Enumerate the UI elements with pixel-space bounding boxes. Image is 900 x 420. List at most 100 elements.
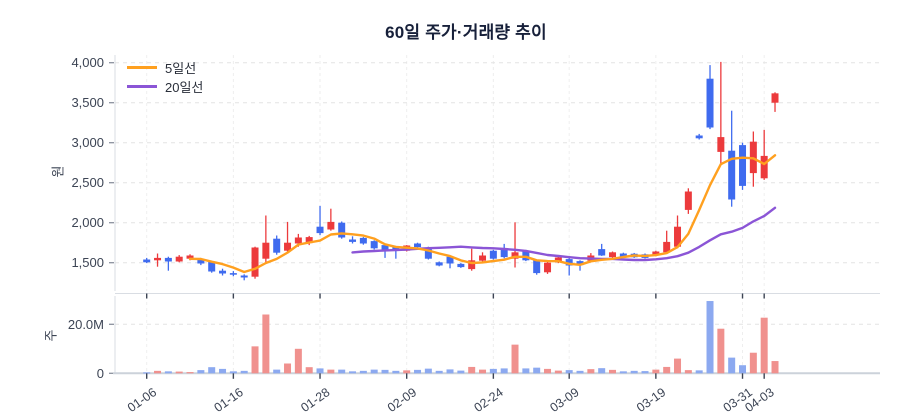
volume-bar[interactable] — [164, 371, 172, 374]
volume-bar[interactable] — [219, 368, 227, 374]
candle-body[interactable] — [424, 247, 432, 259]
volume-bar[interactable] — [522, 368, 530, 374]
candle-body[interactable] — [652, 251, 660, 256]
candle-body[interactable] — [489, 250, 497, 259]
candle-body[interactable] — [392, 246, 400, 251]
volume-bar[interactable] — [381, 369, 389, 374]
volume-bar[interactable] — [251, 346, 259, 374]
candle-body[interactable] — [739, 145, 747, 186]
volume-bar[interactable] — [489, 368, 497, 374]
volume-bar[interactable] — [403, 370, 411, 374]
volume-bar[interactable] — [565, 370, 573, 374]
candle-body[interactable] — [760, 155, 768, 179]
volume-bar[interactable] — [663, 366, 671, 374]
volume-bar[interactable] — [186, 372, 194, 374]
volume-bar[interactable] — [435, 370, 443, 374]
volume-bar[interactable] — [294, 348, 302, 374]
candle-body[interactable] — [262, 242, 270, 259]
volume-bar[interactable] — [468, 366, 476, 374]
volume-bar[interactable] — [619, 371, 627, 374]
volume-bar[interactable] — [208, 367, 216, 374]
volume-bar[interactable] — [305, 367, 313, 374]
candle-body[interactable] — [370, 241, 378, 249]
candle-body[interactable] — [327, 221, 335, 230]
volume-bar[interactable] — [533, 367, 541, 374]
volume-bar[interactable] — [197, 370, 205, 374]
volume-bar[interactable] — [771, 361, 779, 374]
candle-body[interactable] — [175, 256, 183, 262]
candle-body[interactable] — [728, 150, 736, 200]
candle-body[interactable] — [500, 249, 508, 258]
candle-body[interactable] — [294, 237, 302, 244]
volume-bar[interactable] — [446, 369, 454, 374]
candle-body[interactable] — [544, 262, 552, 273]
candle-body[interactable] — [522, 250, 530, 261]
candle-body[interactable] — [511, 252, 519, 259]
candle-body[interactable] — [381, 245, 389, 251]
candle-body[interactable] — [273, 238, 281, 253]
candle-body[interactable] — [771, 93, 779, 103]
volume-bar[interactable] — [641, 371, 649, 374]
candle-body[interactable] — [208, 261, 216, 272]
candle-body[interactable] — [186, 255, 194, 259]
volume-bar[interactable] — [273, 369, 281, 374]
volume-bar[interactable] — [327, 369, 335, 374]
volume-bar[interactable] — [262, 314, 270, 374]
volume-bar[interactable] — [240, 370, 248, 374]
volume-bar[interactable] — [175, 371, 183, 374]
volume-bar[interactable] — [739, 365, 747, 374]
volume-bar[interactable] — [359, 370, 367, 374]
candle-body[interactable] — [695, 135, 703, 139]
candle-body[interactable] — [468, 260, 476, 270]
volume-bar[interactable] — [338, 369, 346, 374]
candle-body[interactable] — [284, 242, 292, 251]
candle-body[interactable] — [533, 260, 541, 274]
volume-bar[interactable] — [457, 370, 465, 374]
candle-body[interactable] — [240, 275, 248, 278]
candle-body[interactable] — [251, 247, 259, 277]
candle-body[interactable] — [619, 253, 627, 257]
volume-bar[interactable] — [684, 370, 692, 374]
candle-body[interactable] — [446, 256, 454, 264]
volume-bar[interactable] — [706, 301, 714, 374]
candle-body[interactable] — [663, 241, 671, 253]
candle-body[interactable] — [359, 237, 367, 244]
candle-body[interactable] — [143, 259, 151, 263]
candle-body[interactable] — [609, 252, 617, 258]
volume-bar[interactable] — [630, 370, 638, 374]
volume-bar[interactable] — [609, 369, 617, 374]
candle-body[interactable] — [219, 270, 227, 274]
volume-bar[interactable] — [652, 369, 660, 374]
volume-bar[interactable] — [576, 370, 584, 374]
volume-bar[interactable] — [370, 369, 378, 374]
candle-body[interactable] — [164, 257, 172, 262]
volume-bar[interactable] — [500, 368, 508, 374]
candle-body[interactable] — [316, 226, 324, 234]
volume-bar[interactable] — [598, 368, 606, 374]
volume-bar[interactable] — [479, 369, 487, 374]
volume-bar[interactable] — [728, 357, 736, 374]
volume-bar[interactable] — [587, 369, 595, 374]
candle-body[interactable] — [576, 261, 584, 266]
volume-bar[interactable] — [392, 370, 400, 374]
volume-bar[interactable] — [554, 370, 562, 374]
candle-body[interactable] — [565, 259, 573, 266]
volume-bar[interactable] — [717, 328, 725, 374]
candle-body[interactable] — [479, 255, 487, 261]
volume-bar[interactable] — [674, 358, 682, 374]
volume-bar[interactable] — [143, 372, 151, 374]
candle-body[interactable] — [435, 262, 443, 266]
legend-item-ma5[interactable]: 5일선 — [127, 58, 203, 77]
volume-bar[interactable] — [414, 369, 422, 374]
candle-body[interactable] — [554, 257, 562, 263]
volume-bar[interactable] — [316, 368, 324, 374]
candle-body[interactable] — [349, 239, 357, 242]
candle-body[interactable] — [717, 137, 725, 152]
volume-bar[interactable] — [229, 371, 237, 374]
candle-body[interactable] — [674, 226, 682, 247]
candle-body[interactable] — [684, 191, 692, 210]
volume-bar[interactable] — [284, 363, 292, 374]
volume-bar[interactable] — [760, 317, 768, 374]
candle-body[interactable] — [457, 263, 465, 268]
volume-bar[interactable] — [424, 368, 432, 374]
